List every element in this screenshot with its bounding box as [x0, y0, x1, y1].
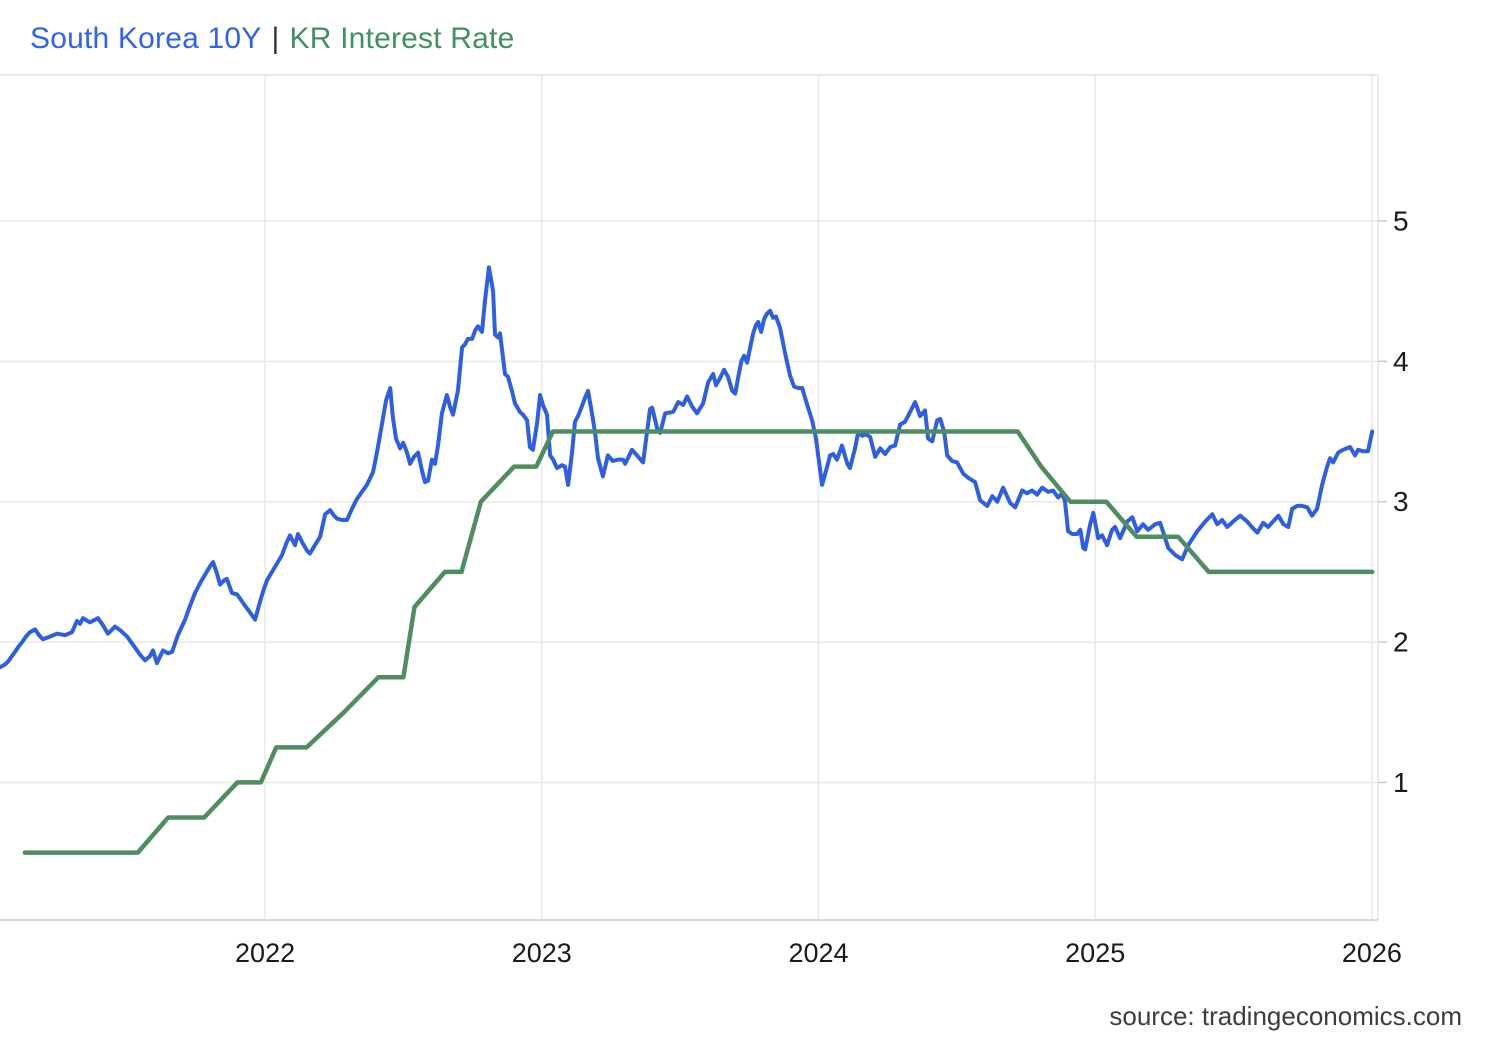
x-tick-label: 2026	[1342, 938, 1402, 968]
series2-title-link[interactable]: KR Interest Rate	[289, 22, 515, 55]
y-tick-label: 1	[1393, 767, 1409, 798]
title-separator: |	[271, 22, 280, 55]
y-tick-label: 2	[1393, 627, 1409, 658]
y-tick-label: 5	[1393, 205, 1409, 236]
x-tick-label: 2024	[788, 938, 848, 968]
y-tick-label: 3	[1393, 486, 1409, 517]
x-tick-label: 2023	[512, 938, 572, 968]
source-attribution[interactable]: source: tradingeconomics.com	[1109, 1001, 1462, 1031]
chart-title: South Korea 10Y | KR Interest Rate	[30, 22, 514, 56]
kr-interest-rate-line	[22, 429, 1375, 855]
series1-title-link[interactable]: South Korea 10Y	[30, 22, 262, 55]
x-tick-label: 2022	[235, 938, 295, 968]
x-tick-label: 2025	[1065, 938, 1125, 968]
south-korea-10y-line	[0, 265, 1375, 670]
y-tick-label: 4	[1393, 346, 1409, 377]
